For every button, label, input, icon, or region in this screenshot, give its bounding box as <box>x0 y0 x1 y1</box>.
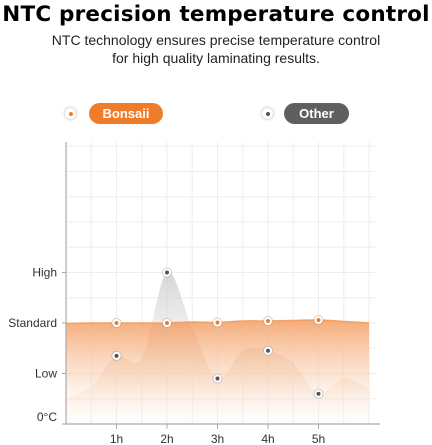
data-point-bonsaii-center <box>266 318 270 323</box>
y-tick-label: Low <box>35 367 57 381</box>
data-point-other-center <box>114 353 119 358</box>
x-tick-label: 5h <box>312 432 325 445</box>
legend-dot-bonsaii <box>65 108 76 119</box>
y-tick-label: 0°C <box>37 410 57 424</box>
y-tick-label: High <box>32 266 57 280</box>
x-tick-label: 1h <box>110 432 123 445</box>
legend-label-other: Other <box>284 103 349 124</box>
x-tick-label: 2h <box>160 432 173 445</box>
data-point-bonsaii-center <box>215 320 220 325</box>
data-point-other-center <box>316 391 321 396</box>
data-point-other-center <box>215 376 220 381</box>
series-area-overlap <box>66 319 369 424</box>
legend-dot-other <box>262 108 273 119</box>
subtitle-line-2: for high quality laminating results. <box>112 50 320 66</box>
x-tick-label: 3h <box>211 432 224 445</box>
x-tick-label: 4h <box>261 432 274 445</box>
subtitle-line-1: NTC technology ensures precise temperatu… <box>51 32 381 48</box>
data-point-other-center <box>266 348 270 353</box>
y-tick-label: Standard <box>8 316 57 330</box>
page-title: NTC precision temperature control <box>2 2 430 27</box>
data-point-bonsaii-center <box>165 321 169 325</box>
data-point-bonsaii-center <box>316 317 321 322</box>
data-point-other-center <box>165 270 169 275</box>
legend-label-bonsaii: Bonsaii <box>89 103 163 124</box>
data-point-bonsaii-center <box>114 321 119 325</box>
